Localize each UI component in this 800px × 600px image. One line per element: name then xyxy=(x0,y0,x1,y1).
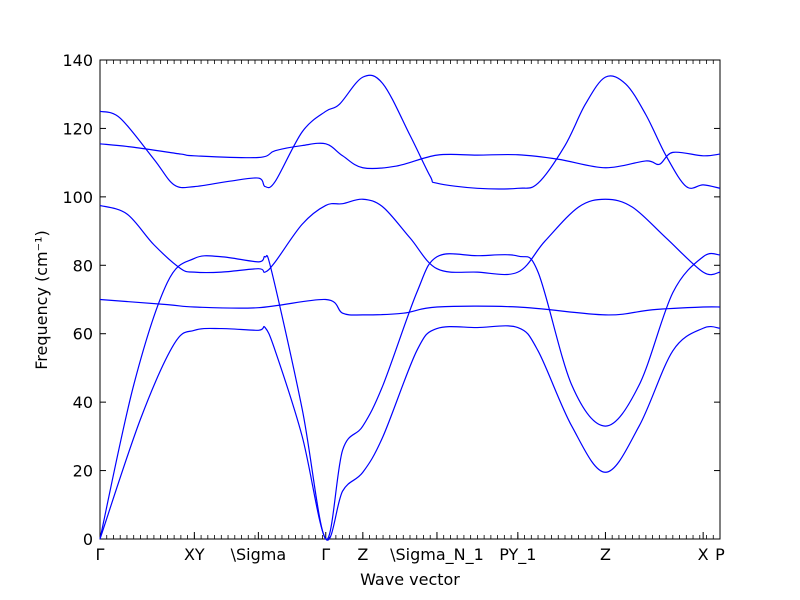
y-tick-label: 80 xyxy=(73,256,93,275)
x-tick-label: Γ xyxy=(96,545,105,564)
y-tick-label: 60 xyxy=(73,325,93,344)
y-axis-title: Frequency (cm⁻¹) xyxy=(32,230,51,369)
y-tick-label: 40 xyxy=(73,393,93,412)
phonon-band-6 xyxy=(99,74,721,190)
y-tick-label: 140 xyxy=(62,51,93,70)
y-tick-label: 0 xyxy=(83,530,93,549)
x-tick-label: \Sigma xyxy=(231,545,287,564)
plot-frame xyxy=(99,59,721,540)
phonon-band-5 xyxy=(99,142,721,170)
x-tick-label: Γ xyxy=(321,545,330,564)
x-tick-label: Z xyxy=(357,545,368,564)
y-tick-label: 100 xyxy=(62,188,93,207)
axis-ticks xyxy=(99,59,721,540)
x-tick-label: PY_1 xyxy=(499,545,536,565)
phonon-band-1 xyxy=(99,325,721,541)
phonon-band-4 xyxy=(99,198,721,276)
phonon-band-3 xyxy=(99,298,721,316)
x-tick-label: \Sigma_N_1 xyxy=(390,545,484,565)
x-tick-label: XY xyxy=(184,545,205,564)
x-axis-title: Wave vector xyxy=(360,570,460,589)
phonon-band-2 xyxy=(99,252,721,540)
x-tick-label: P xyxy=(715,545,725,564)
phonon-bands xyxy=(99,74,721,541)
x-tick-label: Z xyxy=(600,545,611,564)
y-tick-label: 120 xyxy=(62,119,93,138)
tick-labels: 0 20 40 60 80 100 120 140 Γ XY \Sigma Γ Z \Sigma_N_1 P… xyxy=(62,51,725,565)
x-tick-label: X xyxy=(698,545,709,564)
y-tick-label: 20 xyxy=(73,462,93,481)
